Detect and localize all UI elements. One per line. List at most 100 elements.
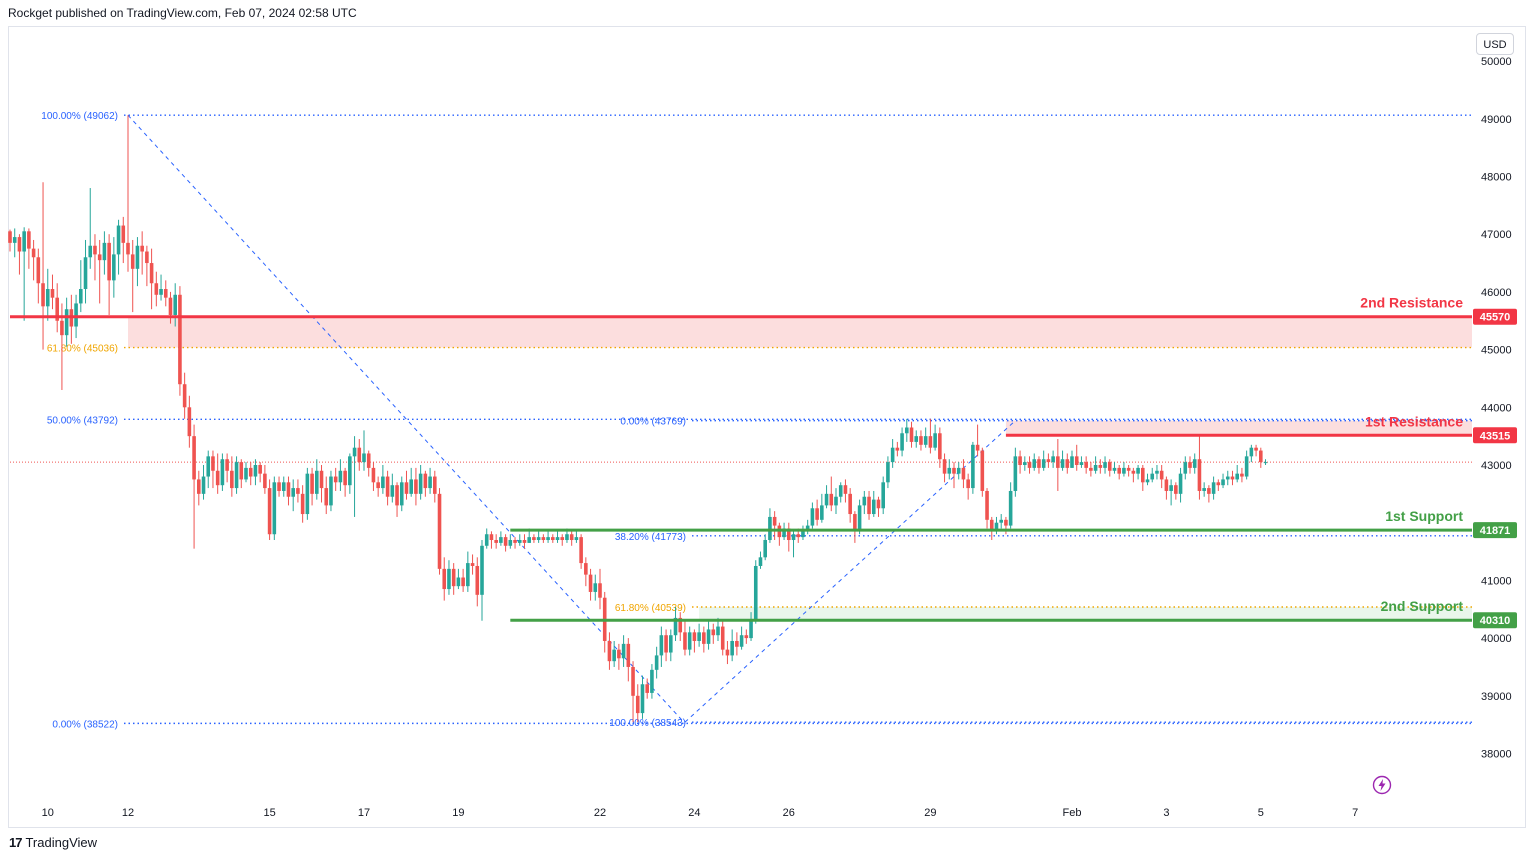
candle bbox=[612, 640, 616, 667]
candle-body bbox=[805, 525, 810, 532]
candle-body bbox=[546, 537, 550, 541]
candle bbox=[102, 231, 107, 275]
candle-body bbox=[947, 467, 952, 474]
candle bbox=[163, 280, 168, 307]
candle-body bbox=[447, 568, 451, 590]
candle bbox=[513, 537, 517, 549]
fib-level-label: 100.00% (38543) bbox=[609, 718, 686, 729]
candle bbox=[267, 479, 272, 541]
candle-body bbox=[1004, 519, 1008, 526]
candle bbox=[810, 502, 815, 529]
candle bbox=[687, 626, 692, 656]
candle-body bbox=[187, 407, 192, 437]
candle bbox=[626, 638, 631, 682]
candle bbox=[433, 470, 437, 503]
candle-body bbox=[994, 522, 999, 532]
time-tick-label: 7 bbox=[1352, 807, 1358, 819]
candle-body bbox=[112, 254, 116, 281]
candle bbox=[1221, 473, 1225, 489]
candle-body bbox=[1188, 462, 1192, 468]
fib-level-label: 100.00% (49062) bbox=[41, 111, 118, 122]
candle bbox=[357, 439, 362, 471]
candle bbox=[187, 395, 192, 448]
candle bbox=[116, 219, 121, 275]
candle-body bbox=[763, 540, 767, 558]
candle-body bbox=[116, 225, 121, 255]
candle-body bbox=[612, 649, 616, 662]
candle bbox=[55, 283, 59, 333]
candle bbox=[305, 467, 310, 520]
candle-body bbox=[239, 462, 244, 480]
candle-body bbox=[376, 482, 380, 489]
candle bbox=[541, 534, 546, 543]
resistance-label: 2nd Resistance bbox=[1360, 295, 1463, 311]
candle bbox=[1207, 485, 1211, 503]
fib-level-label: 38.20% (41773) bbox=[615, 532, 686, 543]
candle bbox=[291, 479, 295, 512]
candle bbox=[456, 568, 461, 590]
candle bbox=[470, 554, 475, 575]
candle bbox=[1032, 453, 1037, 471]
candle bbox=[1060, 450, 1065, 471]
candle-body bbox=[706, 629, 711, 644]
candle bbox=[272, 476, 277, 541]
candle-body bbox=[1259, 450, 1263, 463]
candle-body bbox=[517, 540, 522, 543]
candle bbox=[88, 188, 93, 269]
candle-body bbox=[791, 534, 796, 541]
candle-body bbox=[768, 516, 772, 541]
tradingview-logo[interactable]: 17 TradingView bbox=[9, 835, 97, 850]
candle-body bbox=[145, 251, 149, 264]
candle-body bbox=[645, 684, 649, 693]
candle bbox=[999, 514, 1003, 529]
candle bbox=[1041, 450, 1046, 471]
candle bbox=[673, 606, 678, 641]
candle bbox=[820, 493, 824, 523]
candle bbox=[1089, 462, 1093, 477]
candle-body bbox=[1197, 459, 1202, 491]
candle-body bbox=[848, 493, 852, 515]
candle-body bbox=[50, 289, 55, 298]
candle-body bbox=[829, 493, 834, 506]
candle-body bbox=[966, 479, 970, 489]
candle bbox=[702, 626, 706, 653]
candle bbox=[749, 612, 753, 641]
candle bbox=[838, 482, 843, 503]
candle bbox=[532, 534, 536, 543]
candle-body bbox=[437, 493, 442, 569]
candle bbox=[692, 629, 697, 653]
lightning-bolt-circle-icon[interactable] bbox=[1372, 775, 1392, 795]
candle bbox=[1240, 467, 1244, 483]
candle bbox=[536, 531, 541, 543]
candle bbox=[659, 626, 664, 667]
candle bbox=[602, 591, 607, 653]
candle-body bbox=[871, 499, 876, 515]
price-tick-label: 38000 bbox=[1481, 749, 1512, 761]
candle bbox=[843, 479, 848, 503]
candle-body bbox=[834, 496, 838, 506]
candle-body bbox=[588, 574, 593, 592]
price-tick-label: 41000 bbox=[1481, 575, 1512, 587]
candle bbox=[876, 496, 881, 517]
price-tag-label: 41871 bbox=[1480, 525, 1511, 537]
candle-body bbox=[900, 433, 904, 451]
time-tick-label: 15 bbox=[263, 807, 275, 819]
currency-button[interactable]: USD bbox=[1476, 33, 1514, 55]
candle-body bbox=[466, 563, 470, 587]
time-tick-label: 5 bbox=[1258, 807, 1264, 819]
fib-level-label: 61.80% (45036) bbox=[47, 344, 118, 355]
candle bbox=[277, 476, 281, 497]
time-tick-label: 17 bbox=[358, 807, 370, 819]
candle bbox=[654, 646, 659, 679]
candle bbox=[555, 531, 560, 543]
candle-body bbox=[1159, 470, 1164, 480]
candle-body bbox=[27, 231, 31, 249]
candle-body bbox=[475, 565, 480, 595]
candle-body bbox=[433, 476, 437, 494]
candle-body bbox=[1221, 479, 1225, 486]
candle bbox=[381, 465, 385, 494]
candle bbox=[182, 372, 187, 419]
candle-body bbox=[1074, 456, 1079, 465]
candle bbox=[300, 485, 305, 523]
